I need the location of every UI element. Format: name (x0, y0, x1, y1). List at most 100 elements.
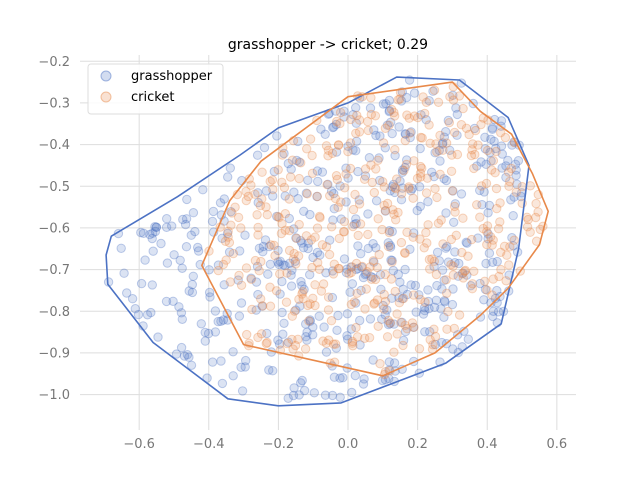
point-cricket (522, 212, 532, 223)
point-grasshopper (292, 155, 302, 166)
point-grasshopper (449, 217, 459, 228)
point-grasshopper (297, 281, 307, 291)
point-grasshopper (196, 319, 207, 329)
point-cricket (327, 222, 337, 232)
point-cricket (344, 269, 354, 279)
point-grasshopper (441, 175, 452, 186)
point-cricket (454, 310, 465, 320)
point-cricket (390, 145, 400, 155)
point-grasshopper (265, 259, 276, 269)
point-grasshopper (434, 256, 444, 266)
point-cricket (250, 189, 260, 199)
point-cricket (449, 201, 460, 212)
point-grasshopper (145, 229, 155, 240)
point-grasshopper (486, 298, 496, 308)
point-grasshopper (400, 264, 410, 275)
point-cricket (522, 222, 533, 232)
point-cricket (316, 286, 327, 296)
point-cricket (261, 338, 271, 349)
point-grasshopper (263, 269, 273, 279)
point-grasshopper (491, 143, 501, 154)
point-grasshopper (207, 357, 218, 367)
point-grasshopper (441, 127, 451, 137)
point-cricket (273, 165, 283, 175)
point-grasshopper (329, 122, 339, 132)
point-cricket (457, 247, 467, 258)
point-cricket (398, 340, 408, 351)
point-grasshopper (146, 307, 156, 318)
point-grasshopper (397, 317, 407, 327)
point-cricket (452, 149, 463, 160)
point-grasshopper (305, 315, 315, 325)
point-grasshopper (385, 318, 395, 329)
point-cricket (420, 108, 430, 119)
point-grasshopper (140, 255, 150, 265)
point-cricket (375, 359, 385, 369)
point-grasshopper (203, 328, 214, 339)
point-grasshopper (329, 188, 339, 199)
point-grasshopper (398, 335, 409, 346)
point-grasshopper (119, 268, 129, 278)
point-grasshopper (497, 149, 507, 159)
point-cricket (408, 193, 418, 203)
point-grasshopper (351, 214, 361, 224)
point-grasshopper (434, 145, 444, 156)
point-grasshopper (188, 271, 199, 281)
point-grasshopper (116, 243, 126, 254)
point-grasshopper (439, 132, 449, 142)
point-grasshopper (486, 156, 496, 166)
point-grasshopper (437, 284, 447, 294)
point-grasshopper (283, 337, 293, 347)
point-cricket (296, 158, 306, 168)
point-cricket (298, 293, 308, 304)
point-cricket (273, 211, 283, 222)
point-grasshopper (171, 349, 182, 359)
point-cricket (230, 202, 240, 212)
point-grasshopper (439, 275, 449, 285)
point-grasshopper (177, 263, 187, 273)
point-grasshopper (341, 267, 352, 278)
point-cricket (293, 251, 304, 261)
point-grasshopper (513, 156, 524, 166)
point-cricket (304, 316, 314, 326)
point-grasshopper (456, 189, 467, 199)
point-cricket (449, 127, 460, 138)
point-cricket (364, 333, 375, 343)
point-grasshopper (421, 115, 431, 125)
point-cricket (495, 198, 505, 208)
point-cricket (384, 120, 394, 130)
point-cricket (441, 138, 452, 148)
point-grasshopper (184, 352, 194, 362)
point-grasshopper (240, 230, 250, 240)
point-cricket (363, 116, 373, 127)
point-cricket (450, 207, 460, 217)
point-cricket (360, 164, 371, 174)
point-grasshopper (351, 103, 361, 113)
point-cricket (321, 141, 332, 151)
point-cricket (323, 145, 334, 156)
point-grasshopper (218, 315, 229, 325)
point-grasshopper (423, 296, 434, 307)
point-grasshopper (328, 215, 338, 225)
point-cricket (341, 169, 351, 179)
point-cricket (339, 227, 349, 237)
point-grasshopper (397, 294, 408, 304)
point-cricket (383, 315, 393, 326)
point-cricket (421, 97, 432, 108)
point-cricket (390, 182, 400, 193)
point-grasshopper (361, 269, 371, 279)
point-grasshopper (335, 373, 345, 383)
hull-grasshopper (105, 76, 530, 407)
point-grasshopper (432, 247, 443, 258)
point-grasshopper (415, 143, 425, 154)
point-cricket (380, 206, 391, 216)
point-grasshopper (412, 205, 422, 216)
point-cricket (417, 163, 427, 174)
legend-marker-cricket (100, 91, 112, 103)
point-cricket (379, 200, 389, 211)
point-grasshopper (388, 265, 398, 276)
point-grasshopper (496, 141, 507, 151)
point-grasshopper (312, 166, 323, 176)
point-cricket (346, 299, 356, 310)
point-grasshopper (375, 175, 385, 186)
